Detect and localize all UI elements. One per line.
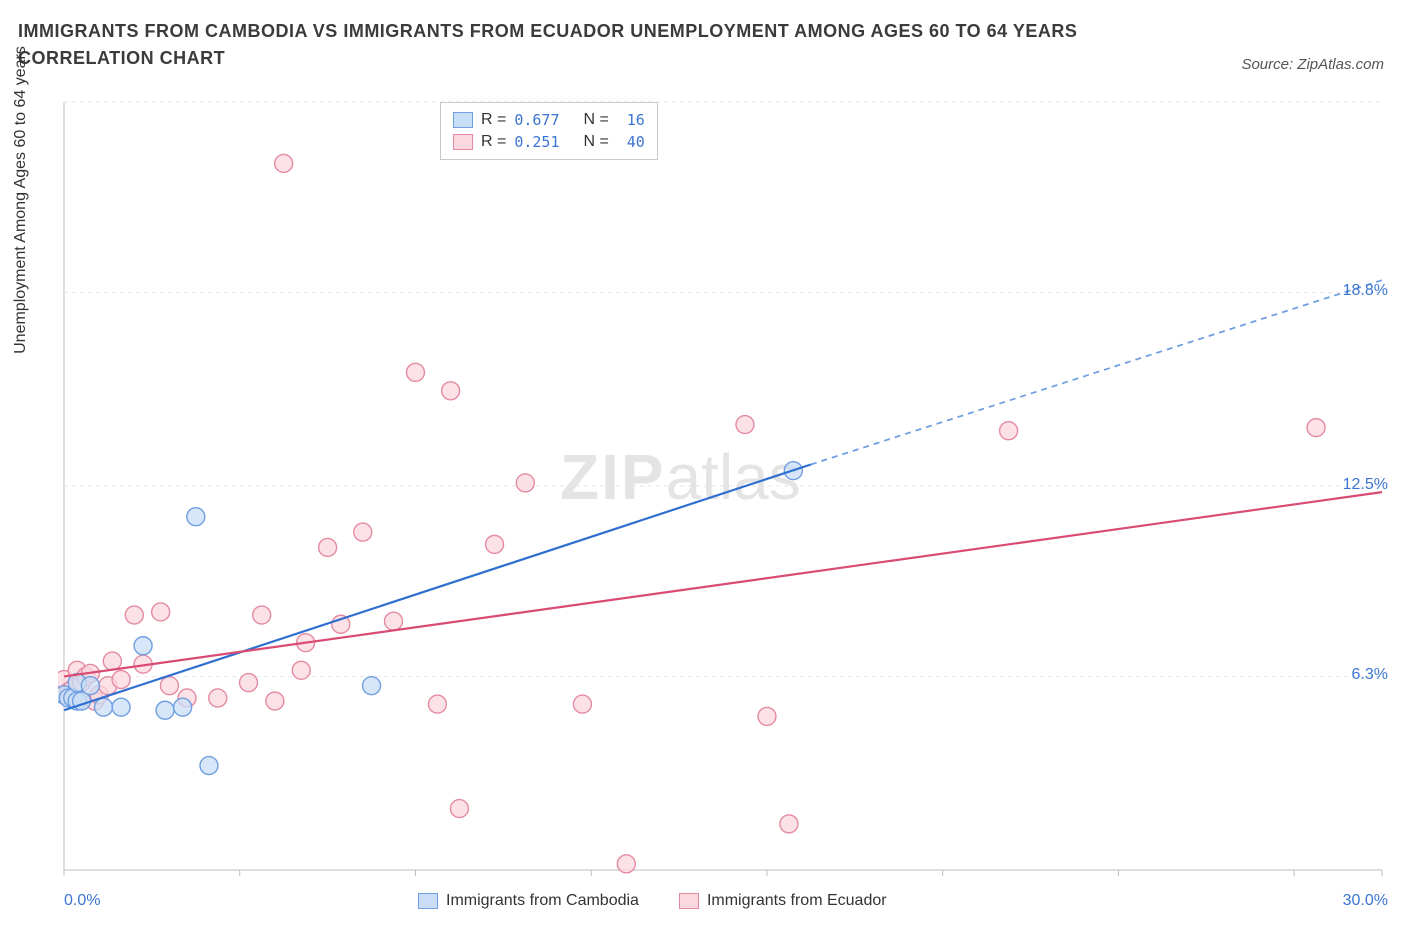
swatch-ecuador	[453, 134, 473, 150]
swatch-cambodia	[453, 112, 473, 128]
r-label: R =	[481, 133, 506, 151]
y-tick-label: 18.8%	[1343, 282, 1388, 300]
swatch-ecuador	[679, 893, 699, 909]
scatter-plot	[58, 96, 1388, 876]
source-credit: Source: ZipAtlas.com	[1241, 56, 1384, 73]
plot-svg	[58, 96, 1388, 876]
n-label: N =	[584, 111, 609, 129]
chart-title: IMMIGRANTS FROM CAMBODIA VS IMMIGRANTS F…	[18, 18, 1168, 72]
legend-row-ecuador: R = 0.251 N = 40	[453, 131, 645, 153]
swatch-cambodia	[418, 893, 438, 909]
n-value-cambodia: 16	[617, 111, 645, 129]
legend-row-cambodia: R = 0.677 N = 16	[453, 109, 645, 131]
y-tick-label: 6.3%	[1352, 666, 1388, 684]
y-tick-label: 12.5%	[1343, 476, 1388, 494]
n-value-ecuador: 40	[617, 133, 645, 151]
r-label: R =	[481, 111, 506, 129]
legend-series: Immigrants from Cambodia Immigrants from…	[418, 892, 887, 910]
n-label: N =	[584, 133, 609, 151]
r-value-ecuador: 0.251	[514, 133, 559, 151]
series-name-cambodia: Immigrants from Cambodia	[446, 892, 639, 910]
legend-correlation: R = 0.677 N = 16 R = 0.251 N = 40	[440, 102, 658, 160]
legend-item-cambodia: Immigrants from Cambodia	[418, 892, 639, 910]
r-value-cambodia: 0.677	[514, 111, 559, 129]
series-name-ecuador: Immigrants from Ecuador	[707, 892, 887, 910]
y-axis-label: Unemployment Among Ages 60 to 64 years	[12, 0, 30, 460]
legend-item-ecuador: Immigrants from Ecuador	[679, 892, 887, 910]
x-axis-max-label: 30.0%	[1343, 892, 1388, 910]
x-axis-min-label: 0.0%	[64, 892, 100, 910]
